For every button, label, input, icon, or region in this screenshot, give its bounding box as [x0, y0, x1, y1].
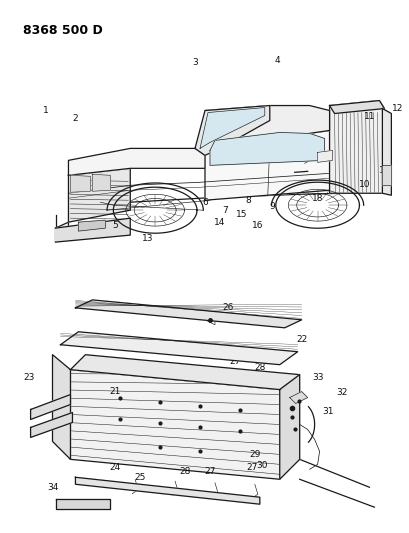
Text: 23: 23: [23, 373, 34, 382]
Text: 27: 27: [229, 357, 240, 366]
Polygon shape: [200, 108, 264, 148]
Polygon shape: [329, 101, 384, 193]
Text: 7: 7: [222, 206, 227, 215]
Text: 3: 3: [192, 58, 198, 67]
Text: 27: 27: [162, 343, 173, 352]
Text: 10: 10: [358, 180, 369, 189]
Text: 27: 27: [204, 467, 215, 476]
Polygon shape: [329, 101, 384, 114]
Polygon shape: [279, 375, 299, 479]
Polygon shape: [317, 150, 332, 163]
Polygon shape: [70, 370, 279, 479]
Text: 31: 31: [321, 407, 333, 416]
Text: 22: 22: [295, 335, 307, 344]
Text: 15: 15: [236, 209, 247, 219]
Text: 30: 30: [256, 461, 267, 470]
Text: 11: 11: [363, 112, 374, 121]
Text: 34: 34: [47, 483, 58, 492]
Polygon shape: [204, 131, 329, 200]
Text: 21: 21: [109, 387, 121, 396]
Text: 33: 33: [311, 373, 323, 382]
Text: 14: 14: [214, 217, 225, 227]
Polygon shape: [289, 392, 307, 403]
Polygon shape: [68, 168, 130, 222]
Text: 1: 1: [43, 106, 48, 115]
Polygon shape: [382, 109, 391, 195]
Text: 32: 32: [335, 388, 346, 397]
Polygon shape: [204, 106, 329, 148]
Text: 8: 8: [245, 196, 250, 205]
Polygon shape: [31, 394, 70, 419]
Text: 26: 26: [222, 303, 233, 312]
Text: 19: 19: [378, 166, 389, 175]
Polygon shape: [209, 133, 324, 165]
Text: 8368 500 D: 8368 500 D: [22, 24, 102, 37]
Polygon shape: [70, 354, 299, 390]
Text: 5: 5: [112, 221, 118, 230]
Text: 13: 13: [142, 233, 153, 243]
Polygon shape: [55, 218, 130, 242]
Polygon shape: [75, 300, 301, 328]
Text: 28: 28: [254, 363, 265, 372]
Text: 18: 18: [311, 193, 323, 203]
Polygon shape: [92, 174, 110, 191]
Polygon shape: [55, 499, 110, 509]
Text: 4: 4: [274, 56, 280, 65]
Text: 29: 29: [249, 450, 260, 459]
Text: 12: 12: [391, 104, 402, 113]
Text: 25: 25: [134, 473, 146, 482]
Polygon shape: [52, 354, 70, 459]
Polygon shape: [75, 477, 259, 504]
Text: 2: 2: [72, 114, 78, 123]
Text: 9: 9: [268, 201, 274, 211]
Text: 6: 6: [202, 198, 207, 207]
Polygon shape: [382, 165, 391, 185]
Polygon shape: [31, 413, 72, 438]
Polygon shape: [70, 175, 90, 192]
Text: 16: 16: [252, 221, 263, 230]
Polygon shape: [61, 332, 297, 365]
Polygon shape: [195, 106, 269, 156]
Text: 24: 24: [110, 463, 121, 472]
Text: 28: 28: [179, 467, 190, 476]
Polygon shape: [55, 222, 68, 242]
Polygon shape: [78, 220, 105, 231]
Text: 27: 27: [245, 463, 257, 472]
Polygon shape: [68, 148, 204, 175]
